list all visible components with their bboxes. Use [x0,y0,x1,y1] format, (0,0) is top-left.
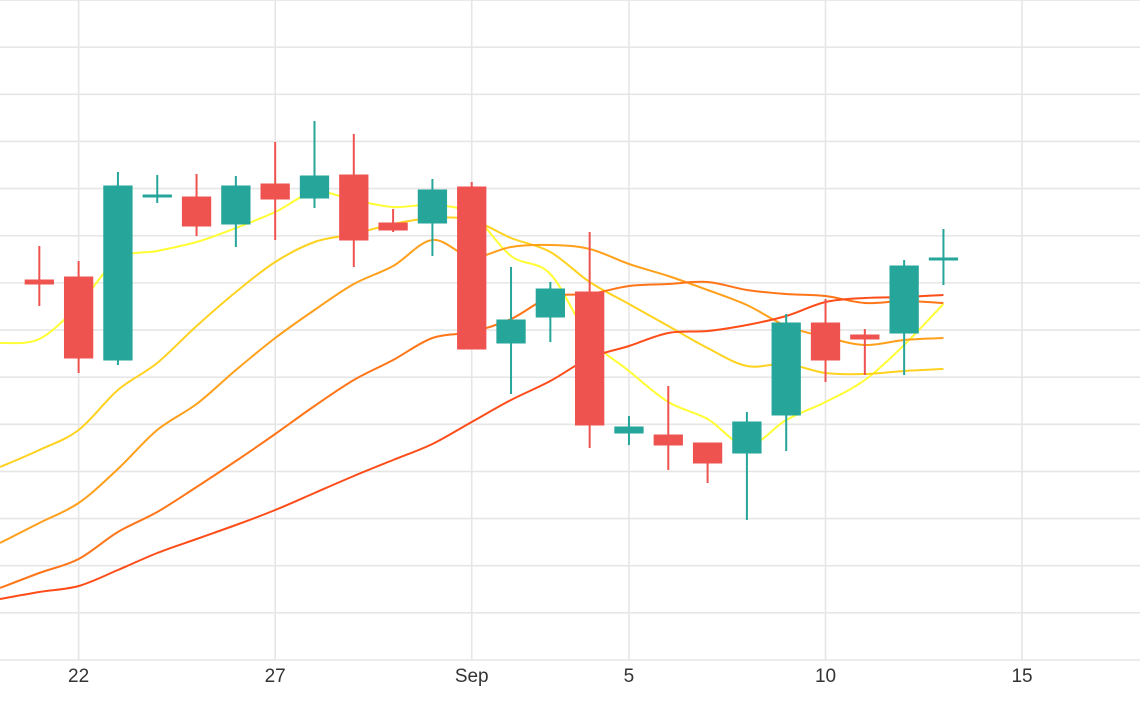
candle-body [810,322,841,361]
candle-down [24,246,54,306]
candle-body [142,194,172,198]
x-tick-label: 10 [815,666,836,687]
candle-down [181,174,212,236]
candle-up [535,282,565,342]
candle-up [103,172,133,365]
candle-down [63,261,94,373]
candle-body [24,279,54,285]
candle-body [181,196,212,227]
candle-body [771,322,801,416]
candle-body [378,222,408,231]
candle-body [417,189,448,224]
candle-body [339,174,369,241]
candle-down [692,442,723,483]
x-tick-label: 5 [624,666,635,687]
candle-up [732,412,762,520]
candle-down [575,232,605,448]
candle-body [496,319,526,344]
candle-body [889,265,919,334]
candle-up [299,121,330,208]
candle-up [928,229,959,285]
candle-body [535,288,565,318]
candle-up [221,176,251,247]
candle-body [260,183,290,200]
candle-body [850,334,880,340]
candle-body [692,442,723,464]
candle-up [889,260,919,375]
candle-body [732,421,762,454]
candle-body [614,426,644,434]
x-tick-label: 15 [1011,666,1032,687]
candle-body [653,434,683,446]
x-tick-label: 22 [68,666,89,687]
candle-down [457,182,487,350]
candle-body [103,185,133,361]
candle-up [614,416,644,445]
candle-body [221,185,251,225]
x-axis-ticks: 22 27 Sep 5 10 15 [68,666,1033,687]
candle-up [417,179,448,256]
candle-up [496,267,526,394]
candle-up [771,314,801,451]
candle-body [928,257,959,261]
candle-body [575,291,605,426]
candle-down [653,386,683,470]
x-tick-label: 27 [265,666,286,687]
candle-down [378,209,408,232]
candle-down [260,142,290,240]
candle-body [299,175,330,199]
grid [0,0,1140,661]
candle-up [142,175,172,203]
candle-body [457,186,487,350]
candle-down [850,329,880,375]
candle-down [810,299,841,382]
candle-body [63,276,94,359]
candle-down [339,134,369,267]
candles [24,121,959,520]
x-tick-label: Sep [455,666,489,687]
